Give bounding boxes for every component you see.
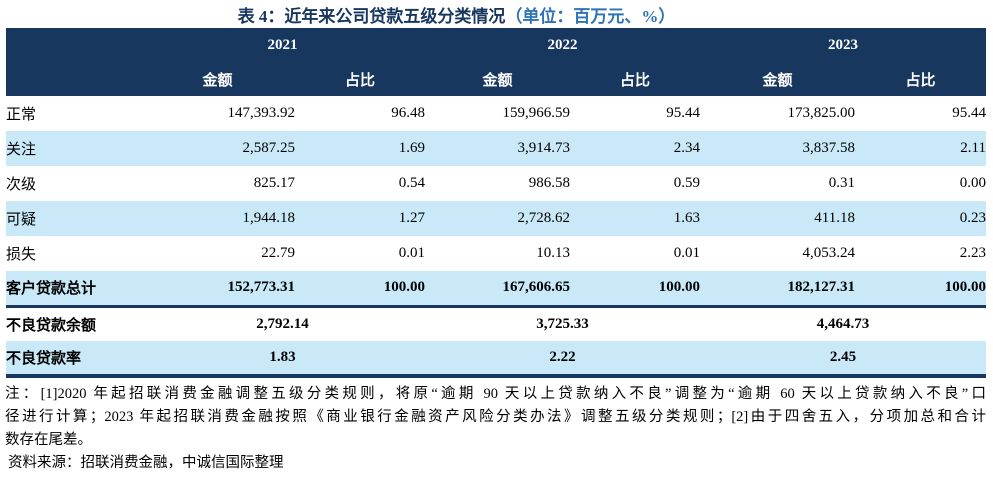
cell-share: 1.27: [398, 210, 425, 226]
cell-share: 2.34: [673, 140, 700, 156]
cell-npl-balance-2021: 2,792.14: [256, 315, 309, 332]
header-share-2023: 占比: [855, 62, 986, 96]
cell-share: 0.01: [673, 245, 700, 261]
cell-amount: 10.13: [536, 245, 570, 261]
cell-share: 100.00: [295, 271, 425, 308]
cell-amount: 167,606.65: [425, 271, 570, 308]
cell-amount: 0.31: [828, 175, 855, 191]
table-title: 表 4：近年来公司贷款五级分类情况 （单位：百万元、%）: [0, 0, 993, 28]
cell-amount: 4,053.24: [802, 245, 856, 261]
cell-share: 0.00: [959, 175, 986, 191]
note-line-1: 注：[1]2020 年起招联消费金融调整五级分类规则，将原“逾期 90 天以上贷…: [5, 386, 986, 402]
cell-npl-ratio-2021: 1.83: [140, 341, 425, 378]
loan-classification-table: 2021 2022 2023 金额 占比 金额 占比 金额 占比 正常 147,…: [6, 28, 986, 378]
cell-amount: 986.58: [528, 175, 570, 191]
header-year-2022: 2022: [425, 28, 700, 62]
table-row-doubtful: 可疑 1,944.18 1.27 2,728.62 1.63 411.18 0.…: [6, 201, 986, 236]
row-label: 不良贷款余额: [6, 317, 97, 334]
cell-share: 95.44: [666, 105, 700, 121]
row-label: 次级: [6, 177, 37, 193]
cell-amount: 159,966.59: [502, 105, 571, 121]
header-share-2022: 占比: [570, 62, 700, 96]
note-line-2: 径进行计算；2023 年起招联消费金融按照《商业银行金融资产风险分类办法》调整五…: [5, 409, 986, 425]
note-line-3: 数存在尾差。: [5, 432, 92, 448]
table-row-npl-balance: 不良贷款余额 2,792.14 3,725.33 4,464.73: [6, 306, 986, 341]
cell-amount: 182,127.31: [700, 271, 855, 308]
row-label: 损失: [6, 247, 37, 263]
cell-share: 1.69: [398, 140, 425, 156]
header-year-row: 2021 2022 2023: [6, 28, 986, 62]
cell-npl-ratio-2023: 2.45: [700, 341, 986, 378]
cell-amount: 411.18: [814, 210, 855, 226]
header-share-2021: 占比: [295, 62, 425, 96]
cell-share: 0.54: [398, 175, 425, 191]
cell-amount: 3,914.73: [517, 140, 571, 156]
cell-share: 100.00: [855, 271, 986, 308]
row-label: 不良贷款率: [6, 341, 140, 378]
cell-share: 96.48: [391, 105, 425, 121]
header-sub-row: 金额 占比 金额 占比 金额 占比: [6, 62, 986, 96]
header-corner-cell: [6, 62, 140, 96]
table-row-substandard: 次级 825.17 0.54 986.58 0.59 0.31 0.00: [6, 166, 986, 201]
cell-share: 0.23: [959, 210, 986, 226]
table-notes: 注：[1]2020 年起招联消费金融调整五级分类规则，将原“逾期 90 天以上贷…: [5, 383, 986, 475]
header-year-2021: 2021: [140, 28, 425, 62]
header-year-2023: 2023: [700, 28, 986, 62]
cell-npl-balance-2023: 4,464.73: [816, 315, 870, 332]
table-title-main: 表 4：近年来公司贷款五级分类情况: [237, 6, 506, 26]
cell-amount: 173,825.00: [787, 105, 856, 121]
cell-amount: 2,728.62: [517, 210, 571, 226]
table-row-normal: 正常 147,393.92 96.48 159,966.59 95.44 173…: [6, 96, 986, 131]
cell-amount: 152,773.31: [140, 271, 295, 308]
source-line: 资料来源：招联消费金融，中诚信国际整理: [8, 455, 284, 471]
cell-npl-balance-2022: 3,725.33: [536, 315, 589, 332]
cell-amount: 1,944.18: [242, 210, 296, 226]
cell-share: 2.23: [959, 245, 986, 261]
row-label: 关注: [6, 142, 37, 158]
cell-share: 0.01: [398, 245, 425, 261]
header-corner-cell: [6, 28, 140, 62]
table-row-npl-ratio: 不良贷款率 1.83 2.22 2.45: [6, 341, 986, 378]
cell-share: 2.11: [960, 140, 986, 156]
cell-amount: 825.17: [253, 175, 295, 191]
row-label: 可疑: [6, 212, 37, 228]
cell-share: 1.63: [673, 210, 700, 226]
cell-amount: 2,587.25: [242, 140, 296, 156]
cell-share: 100.00: [570, 271, 700, 308]
cell-amount: 147,393.92: [227, 105, 296, 121]
cell-amount: 22.79: [261, 245, 295, 261]
header-amount-2023: 金额: [700, 62, 855, 96]
table-title-unit: （单位：百万元、%）: [505, 6, 676, 26]
row-label: 客户贷款总计: [6, 271, 140, 308]
header-amount-2021: 金额: [140, 62, 295, 96]
cell-amount: 3,837.58: [802, 140, 856, 156]
table-row-total-loans: 客户贷款总计 152,773.31 100.00 167,606.65 100.…: [6, 271, 986, 308]
table-row-loss: 损失 22.79 0.01 10.13 0.01 4,053.24 2.23: [6, 236, 986, 271]
cell-share: 95.44: [952, 105, 986, 121]
cell-share: 0.59: [673, 175, 700, 191]
table-row-watch: 关注 2,587.25 1.69 3,914.73 2.34 3,837.58 …: [6, 131, 986, 166]
row-label: 正常: [6, 107, 37, 123]
cell-npl-ratio-2022: 2.22: [425, 341, 700, 378]
header-amount-2022: 金额: [425, 62, 570, 96]
